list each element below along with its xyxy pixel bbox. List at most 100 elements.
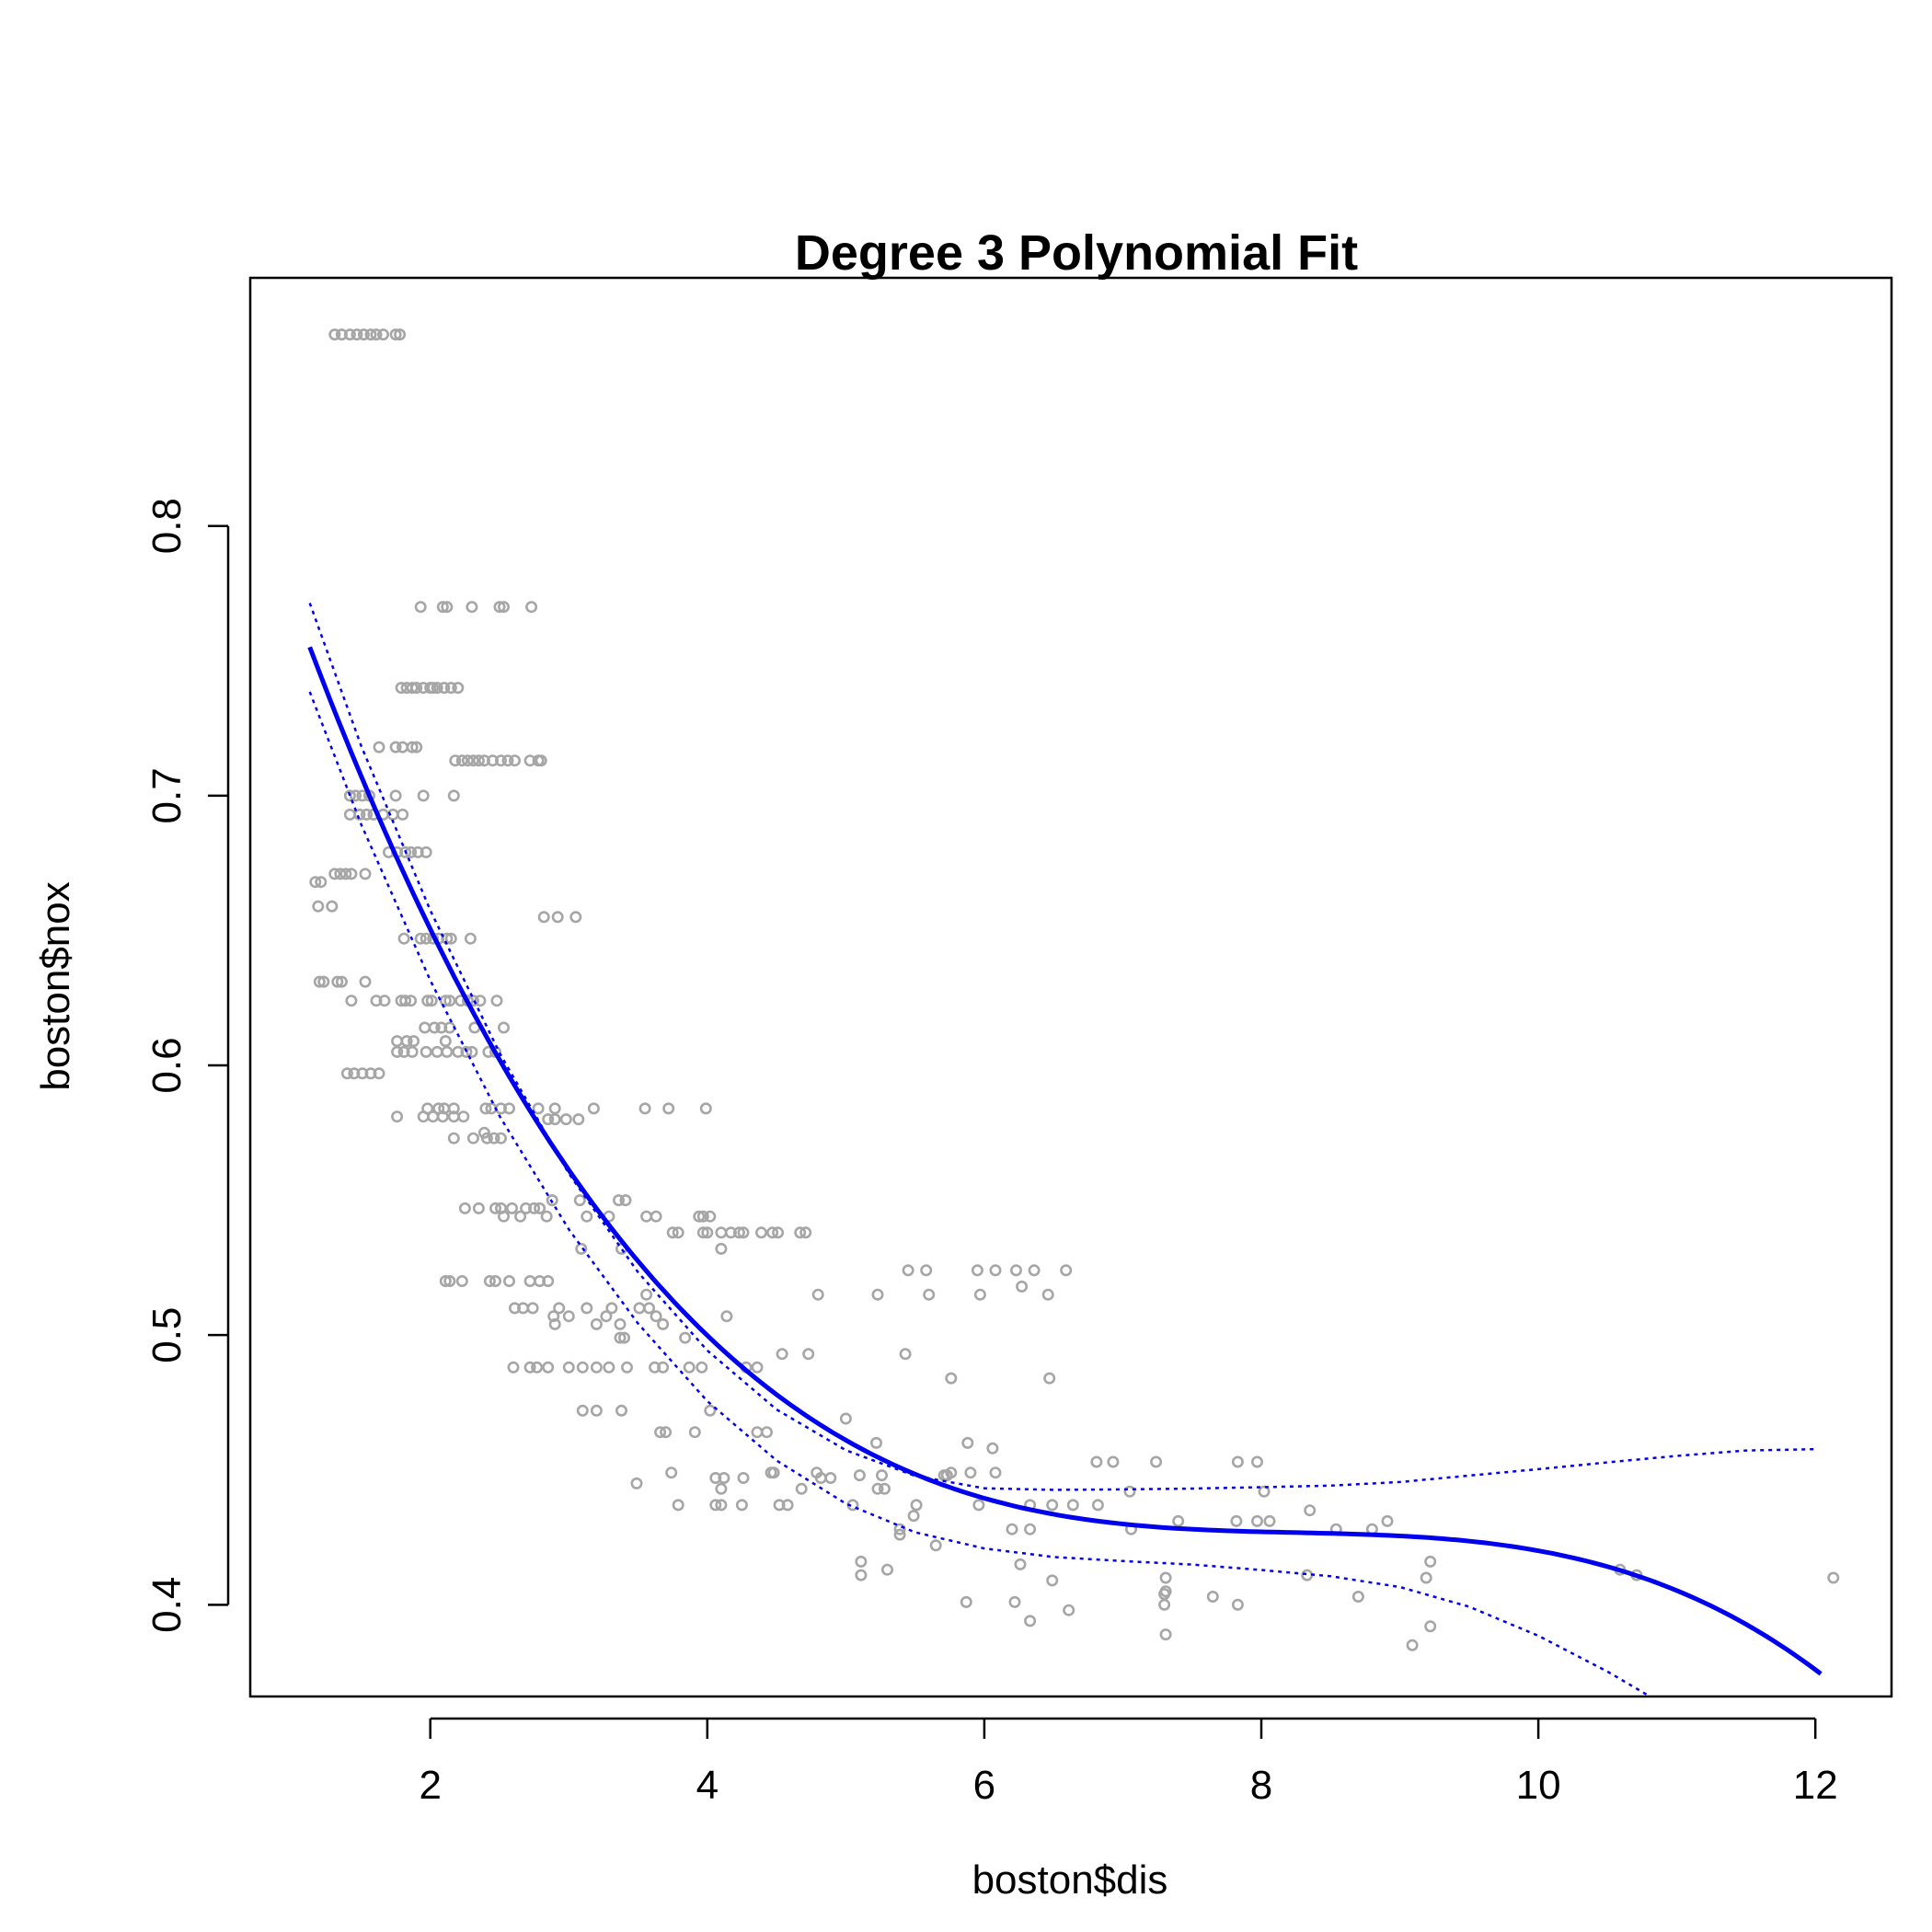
data-point (414, 932, 427, 945)
data-point (376, 328, 389, 341)
data-point (399, 995, 412, 1007)
data-point (839, 1412, 852, 1425)
data-point (1014, 1558, 1027, 1570)
data-point (776, 1348, 788, 1361)
data-point (614, 1331, 627, 1344)
data-point (1258, 1485, 1271, 1498)
data-point (715, 1499, 728, 1512)
data-point (477, 754, 490, 767)
data-point (312, 900, 325, 913)
data-point (581, 1210, 593, 1223)
data-point (421, 1102, 434, 1115)
data-point (523, 1361, 536, 1374)
data-point (466, 754, 479, 767)
data-point (389, 741, 402, 753)
data-point (497, 1021, 510, 1034)
data-point (335, 975, 348, 988)
data-point (397, 808, 409, 821)
data-point (364, 328, 377, 341)
data-point (479, 1102, 492, 1115)
data-point (869, 1436, 882, 1449)
data-point (971, 1264, 983, 1277)
data-point (672, 1499, 684, 1512)
data-point (507, 1361, 520, 1374)
data-point (989, 1264, 1002, 1277)
data-point (542, 1361, 555, 1374)
data-point (650, 1210, 662, 1223)
data-point (411, 845, 424, 858)
data-point (447, 789, 460, 802)
data-point (715, 1242, 728, 1255)
data-point (781, 1499, 794, 1512)
data-point (1028, 1264, 1041, 1277)
data-point (466, 1132, 479, 1144)
data-point (696, 1210, 709, 1223)
data-point (378, 995, 391, 1007)
data-point (666, 1226, 679, 1239)
data-point (464, 932, 477, 945)
data-point (1159, 1571, 1172, 1584)
data-point (497, 1210, 510, 1223)
data-point (441, 1045, 454, 1058)
data-point (1424, 1555, 1437, 1568)
data-point (1230, 1514, 1243, 1527)
data-point (343, 328, 356, 341)
data-point (640, 1288, 653, 1301)
data-point (546, 1194, 558, 1207)
data-point (340, 1067, 353, 1080)
data-point (420, 1045, 432, 1058)
data-point (360, 808, 373, 821)
data-point (315, 876, 328, 889)
data-point (345, 868, 358, 880)
data-point (335, 328, 348, 341)
data-point (640, 1210, 653, 1223)
data-point (389, 328, 402, 341)
data-point (1159, 1628, 1172, 1641)
data-point (540, 1210, 553, 1223)
data-point (494, 754, 507, 767)
data-point (406, 682, 419, 695)
data-point (410, 741, 423, 753)
data-point (472, 754, 485, 767)
data-point (1006, 1523, 1018, 1535)
data-point (590, 1361, 603, 1374)
data-point (1206, 1591, 1219, 1604)
data-point (331, 975, 344, 988)
data-point (732, 1226, 745, 1239)
data-point (489, 1202, 501, 1214)
data-point (615, 1404, 627, 1417)
plot-frame (248, 276, 1893, 1698)
data-point (961, 1436, 974, 1449)
data-point (643, 1302, 656, 1315)
data-point (1060, 1264, 1073, 1277)
data-point (650, 1310, 662, 1323)
chart-title: Degree 3 Polynomial Fit (795, 225, 1358, 281)
data-point (1046, 1499, 1059, 1512)
data-point (940, 1469, 953, 1482)
data-point (562, 1361, 575, 1374)
x-tick-label: 4 (696, 1763, 719, 1808)
data-point (461, 754, 474, 767)
data-point (508, 1302, 521, 1315)
data-point (665, 1466, 678, 1479)
data-point (397, 932, 410, 945)
x-tick-label: 8 (1250, 1763, 1272, 1808)
data-point (502, 1275, 515, 1288)
data-point (339, 868, 352, 880)
data-point (553, 1302, 566, 1315)
data-point (523, 754, 536, 767)
data-point (394, 328, 407, 341)
data-point (945, 1372, 958, 1385)
data-point (573, 1194, 586, 1207)
data-point (986, 1442, 999, 1455)
data-point (436, 601, 449, 614)
fit-line (307, 646, 1823, 1676)
data-point (391, 1035, 404, 1048)
data-point (1046, 1574, 1059, 1587)
data-point (438, 682, 451, 695)
data-point (875, 1469, 888, 1482)
data-point (893, 1528, 906, 1541)
data-point (477, 1126, 490, 1139)
data-point (920, 1264, 933, 1277)
